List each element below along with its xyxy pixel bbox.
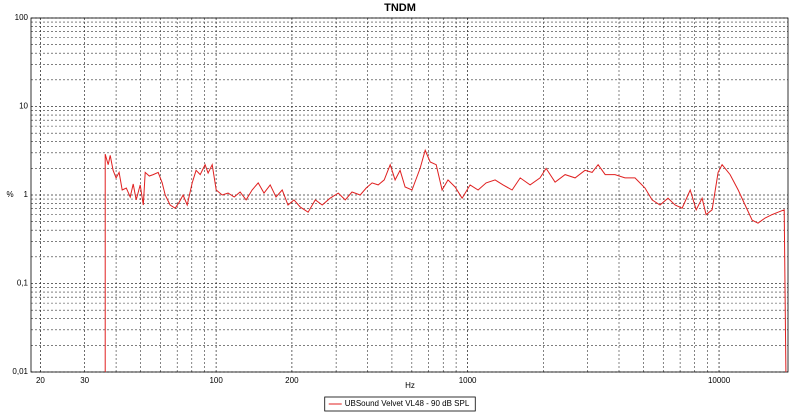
x-tick-label: 1000 [459, 376, 477, 385]
x-tick-label: 20 [36, 376, 45, 385]
x-tick-label: 200 [285, 376, 299, 385]
plot-frame [30, 17, 789, 373]
legend-label: UBSound Velvet VL48 - 90 dB SPL [345, 399, 470, 408]
x-tick-label: 100 [209, 376, 223, 385]
data-line [104, 148, 787, 373]
x-tick-label: 30 [80, 376, 89, 385]
y-tick-label: 100 [15, 13, 29, 22]
y-tick-label: 1 [24, 190, 29, 199]
legend-box [324, 396, 476, 412]
y-tick-label: 0,1 [17, 279, 29, 288]
chart-title: TNDM [384, 2, 416, 14]
y-tick-label: 10 [19, 102, 28, 111]
y-tick-label: 0,01 [12, 367, 28, 376]
x-tick-label: 10000 [708, 376, 731, 385]
x-axis-label: Hz [405, 381, 415, 390]
y-axis-label: % [6, 190, 13, 199]
